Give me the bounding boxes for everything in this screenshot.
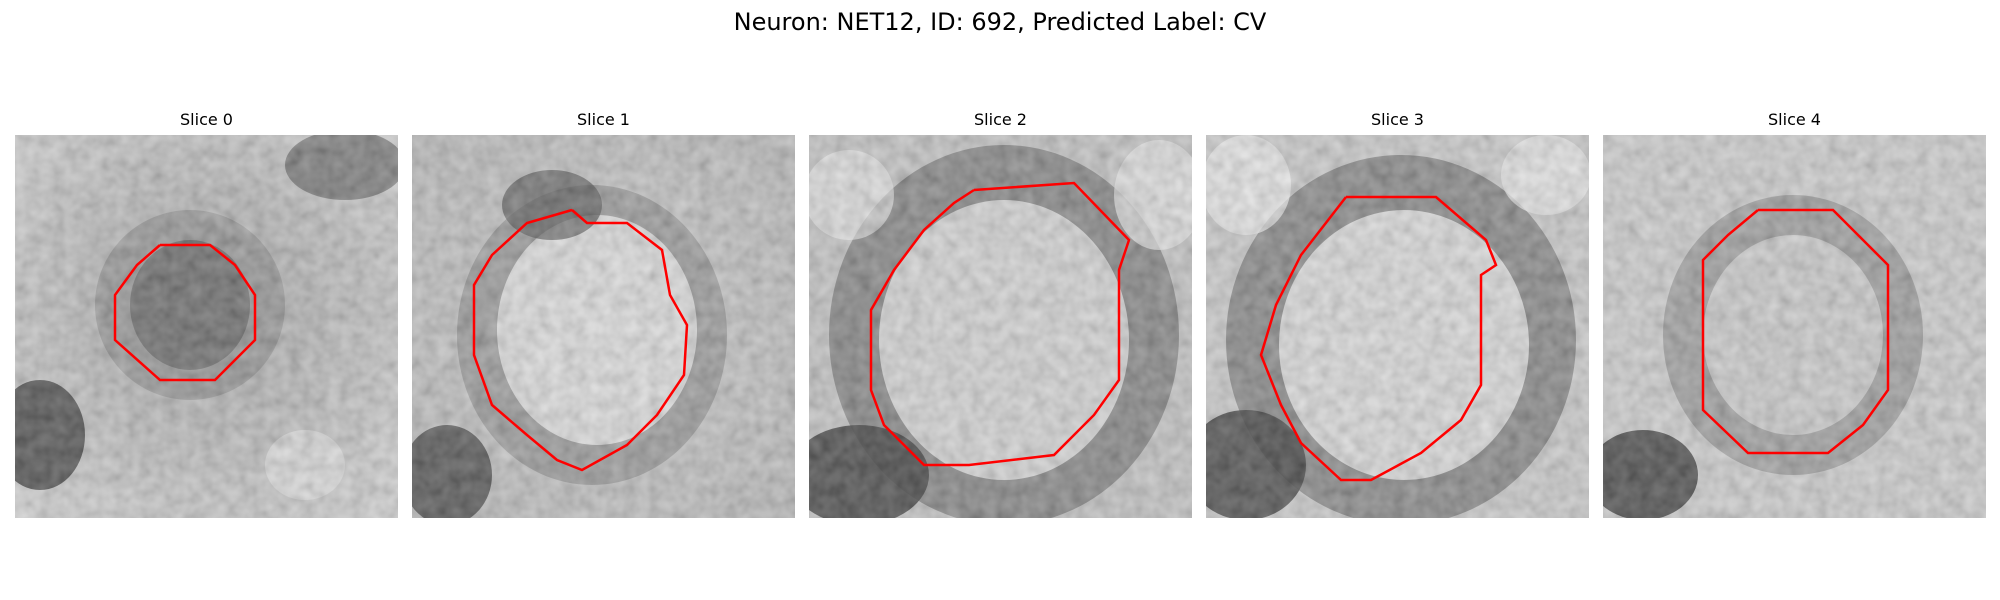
contour-4	[1701, 208, 1890, 455]
slice-panel-2: Slice 2	[809, 107, 1192, 520]
slice-image-0	[15, 135, 398, 518]
slice-image-4	[1603, 135, 1986, 518]
contour-3	[1259, 195, 1498, 482]
contour-1	[472, 208, 689, 472]
figure-title: Neuron: NET12, ID: 692, Predicted Label:…	[733, 8, 1267, 36]
slice-panel-0: Slice 0	[15, 107, 398, 520]
slice-title-4: Slice 4	[1768, 110, 1821, 129]
slice-panel-3: Slice 3	[1206, 107, 1589, 520]
slice-title-0: Slice 0	[180, 110, 233, 129]
slice-panel-1: Slice 1	[412, 107, 795, 520]
slice-panel-4: Slice 4	[1603, 107, 1986, 520]
contour-0	[113, 243, 257, 382]
slice-image-3	[1206, 135, 1589, 518]
slice-title-3: Slice 3	[1371, 110, 1424, 129]
contour-2	[869, 181, 1131, 467]
slice-title-2: Slice 2	[974, 110, 1027, 129]
slice-title-1: Slice 1	[577, 110, 630, 129]
slice-image-2	[809, 135, 1192, 518]
slice-image-1	[412, 135, 795, 518]
